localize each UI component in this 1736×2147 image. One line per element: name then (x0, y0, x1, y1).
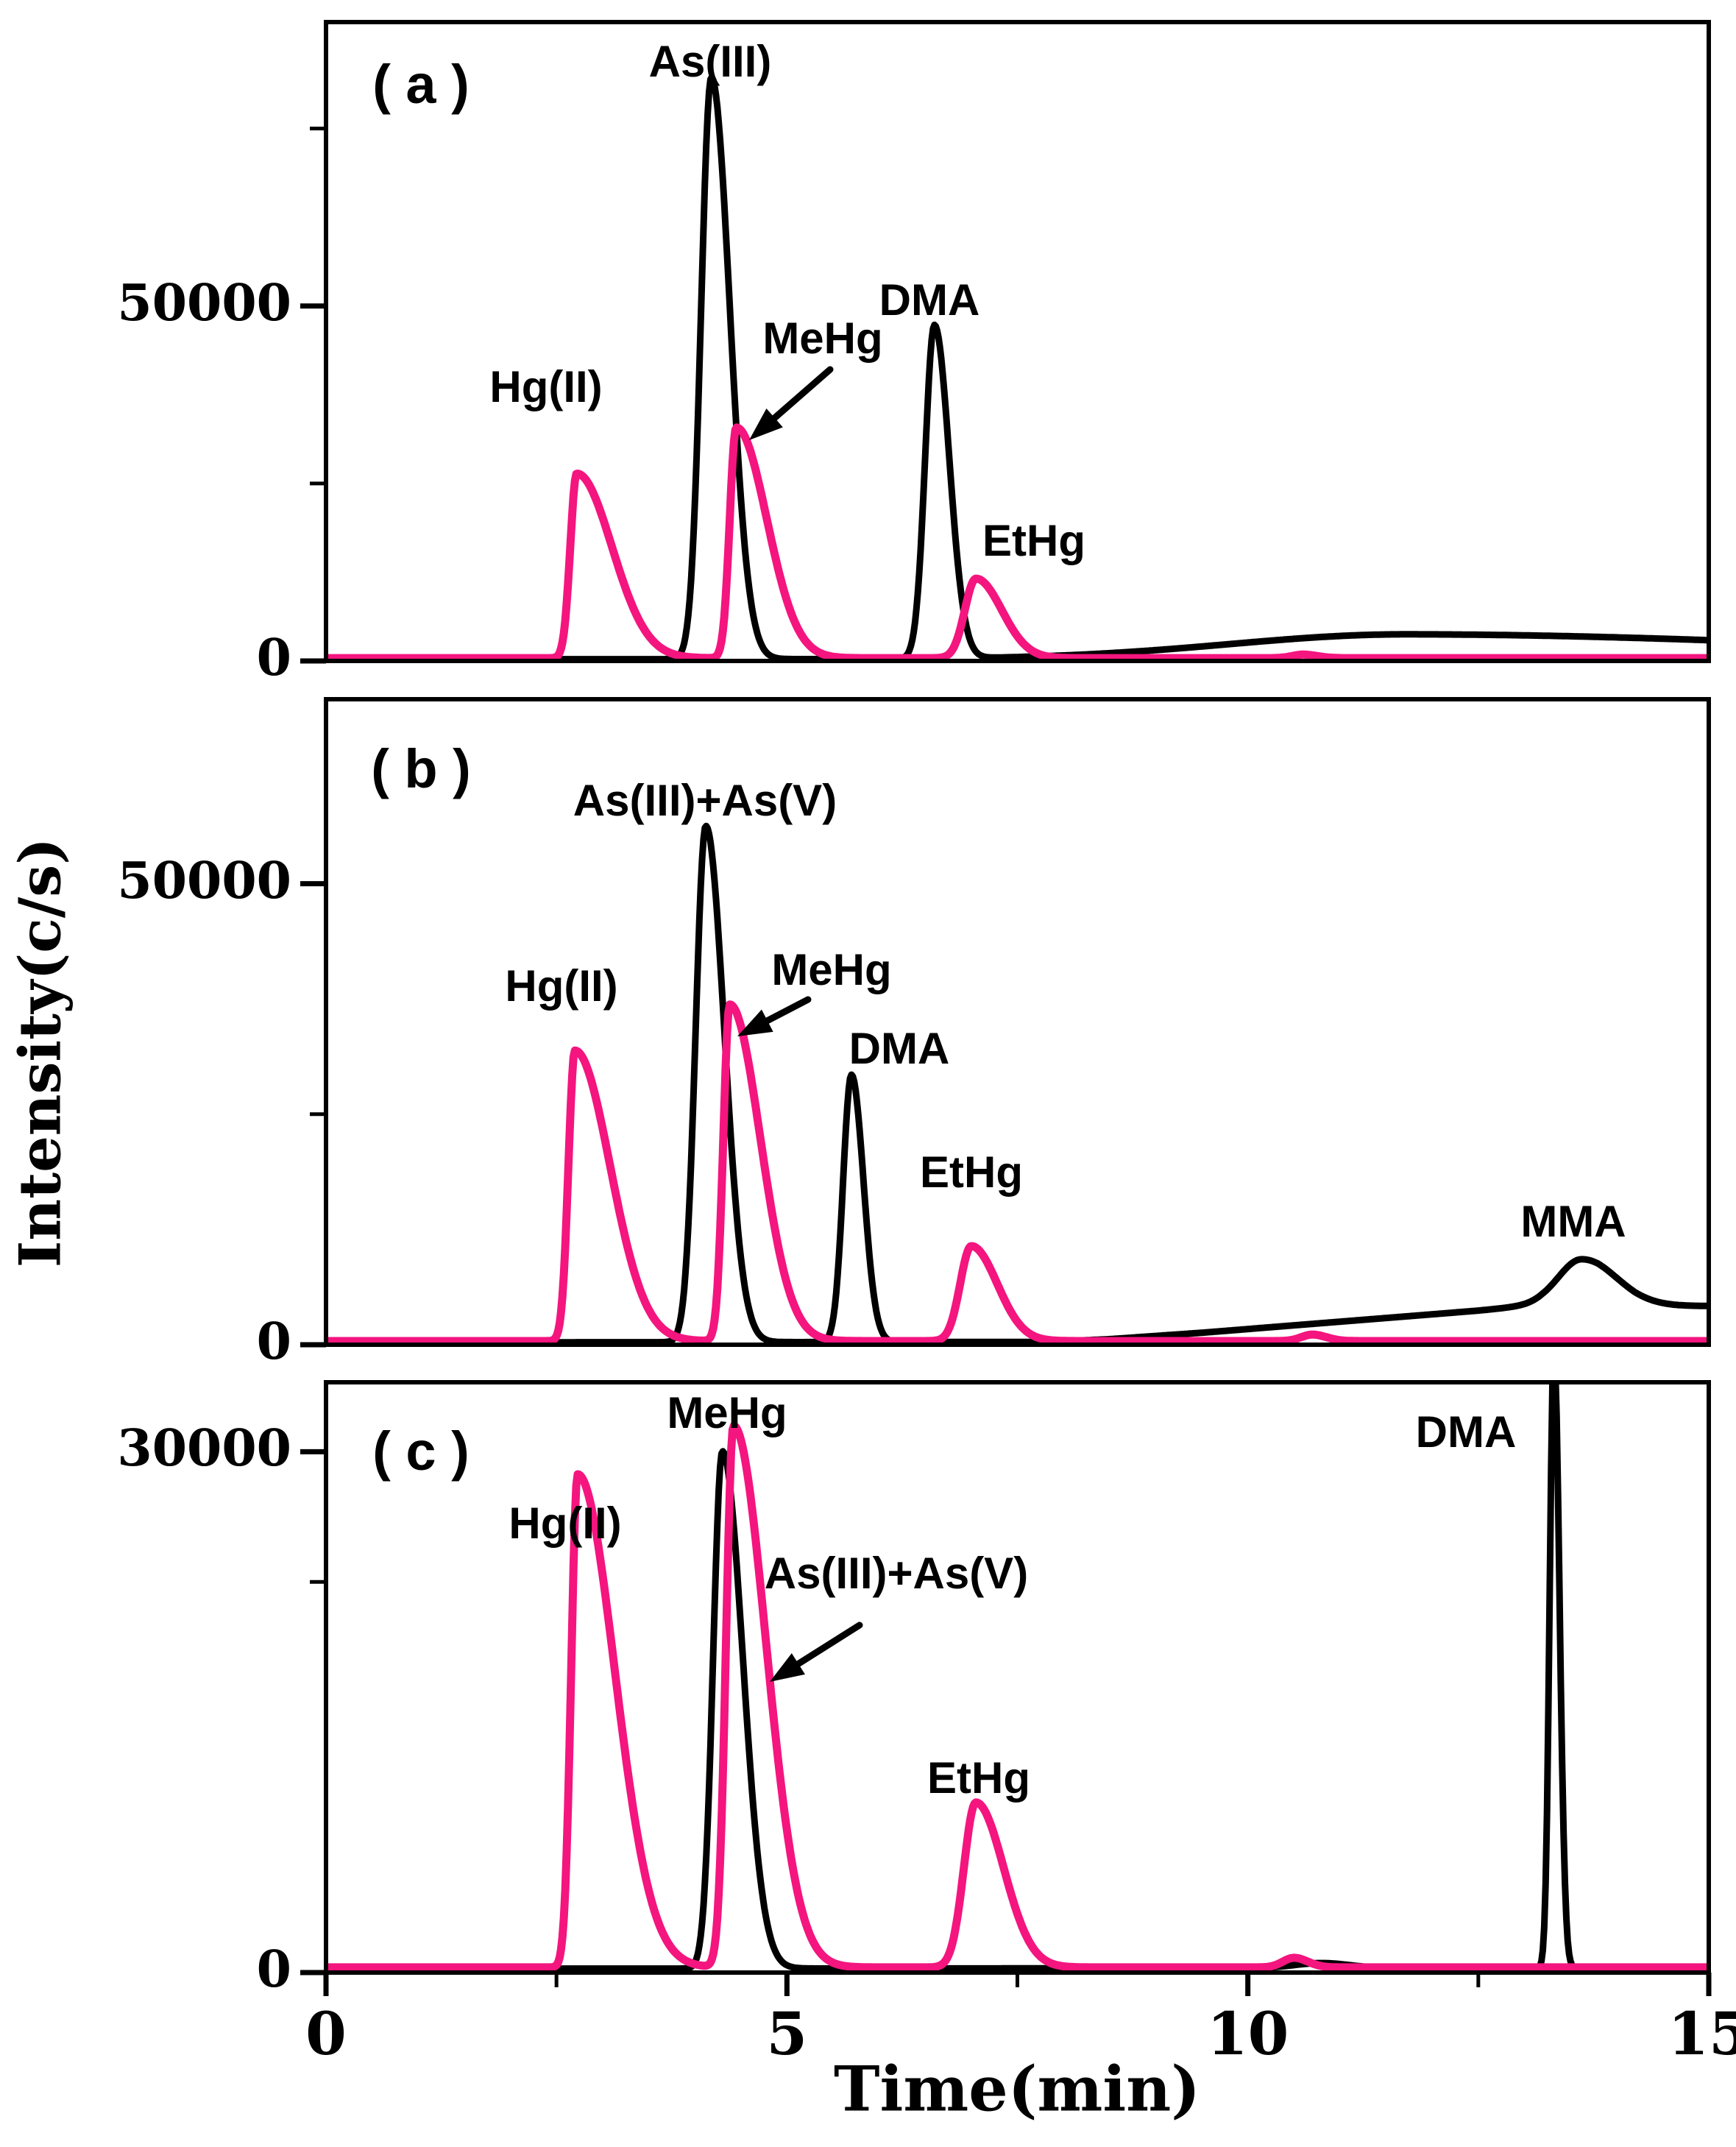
label-MeHg: MeHg (771, 944, 892, 994)
mercury-species-trace-c (326, 1421, 1709, 1972)
panel-letter-c: ( c ) (372, 1421, 470, 1482)
label-MeHg: MeHg (762, 313, 883, 363)
arrow-As-c-shaft (791, 1621, 863, 1670)
y-axis-title: Intensity(c/s) (7, 837, 74, 1268)
x-axis-title: Time(min) (833, 2052, 1201, 2126)
label-Hg(II): Hg(II) (509, 1498, 622, 1548)
label-EtHg: EtHg (920, 1147, 1023, 1197)
x-tick-label-15: 15 (1668, 1999, 1736, 2068)
panel-letter-a: ( a ) (372, 54, 470, 116)
panel-letter-b: ( b ) (371, 738, 471, 800)
arrow-MeHg-a-head (749, 408, 783, 440)
label-DMA: DMA (848, 1023, 950, 1073)
label-DMA: DMA (879, 275, 980, 325)
arrow-MeHg-b-shaft (759, 996, 812, 1027)
label-EtHg: EtHg (982, 515, 1085, 565)
label-As(III)+As(V): As(III)+As(V) (573, 775, 837, 825)
y-tick-label-c-0: 0 (256, 1940, 291, 1999)
label-MMA: MMA (1520, 1196, 1626, 1246)
label-As(III)+As(V): As(III)+As(V) (764, 1548, 1029, 1598)
label-As(III): As(III) (648, 36, 772, 86)
label-Hg(II): Hg(II) (489, 361, 603, 411)
x-tick-label-5: 5 (766, 1999, 808, 2068)
label-MeHg: MeHg (667, 1387, 787, 1437)
panel-b-frame (324, 697, 1711, 1347)
label-DMA: DMA (1415, 1407, 1517, 1457)
y-tick-label-c-30000: 30000 (117, 1419, 291, 1479)
label-Hg(II): Hg(II) (505, 961, 618, 1011)
y-tick-label-a-50000: 50000 (117, 273, 291, 333)
arrow-MeHg-a-shaft (768, 366, 834, 425)
mercury-species-trace-a (326, 423, 1709, 661)
arsenic-species-trace-b (326, 822, 1709, 1345)
mercury-species-trace-b (326, 1000, 1709, 1345)
arrow-MeHg-b-head (737, 1009, 773, 1036)
panel-a-frame (324, 20, 1711, 663)
label-EtHg: EtHg (927, 1752, 1030, 1803)
y-tick-label-b-50000: 50000 (117, 851, 291, 910)
x-tick-label-0: 0 (305, 1999, 347, 2068)
y-tick-label-b-0: 0 (256, 1312, 291, 1371)
x-tick-label-10: 10 (1206, 1999, 1289, 2068)
y-tick-label-a-0: 0 (256, 629, 291, 687)
arrow-As-c-head (770, 1653, 805, 1682)
